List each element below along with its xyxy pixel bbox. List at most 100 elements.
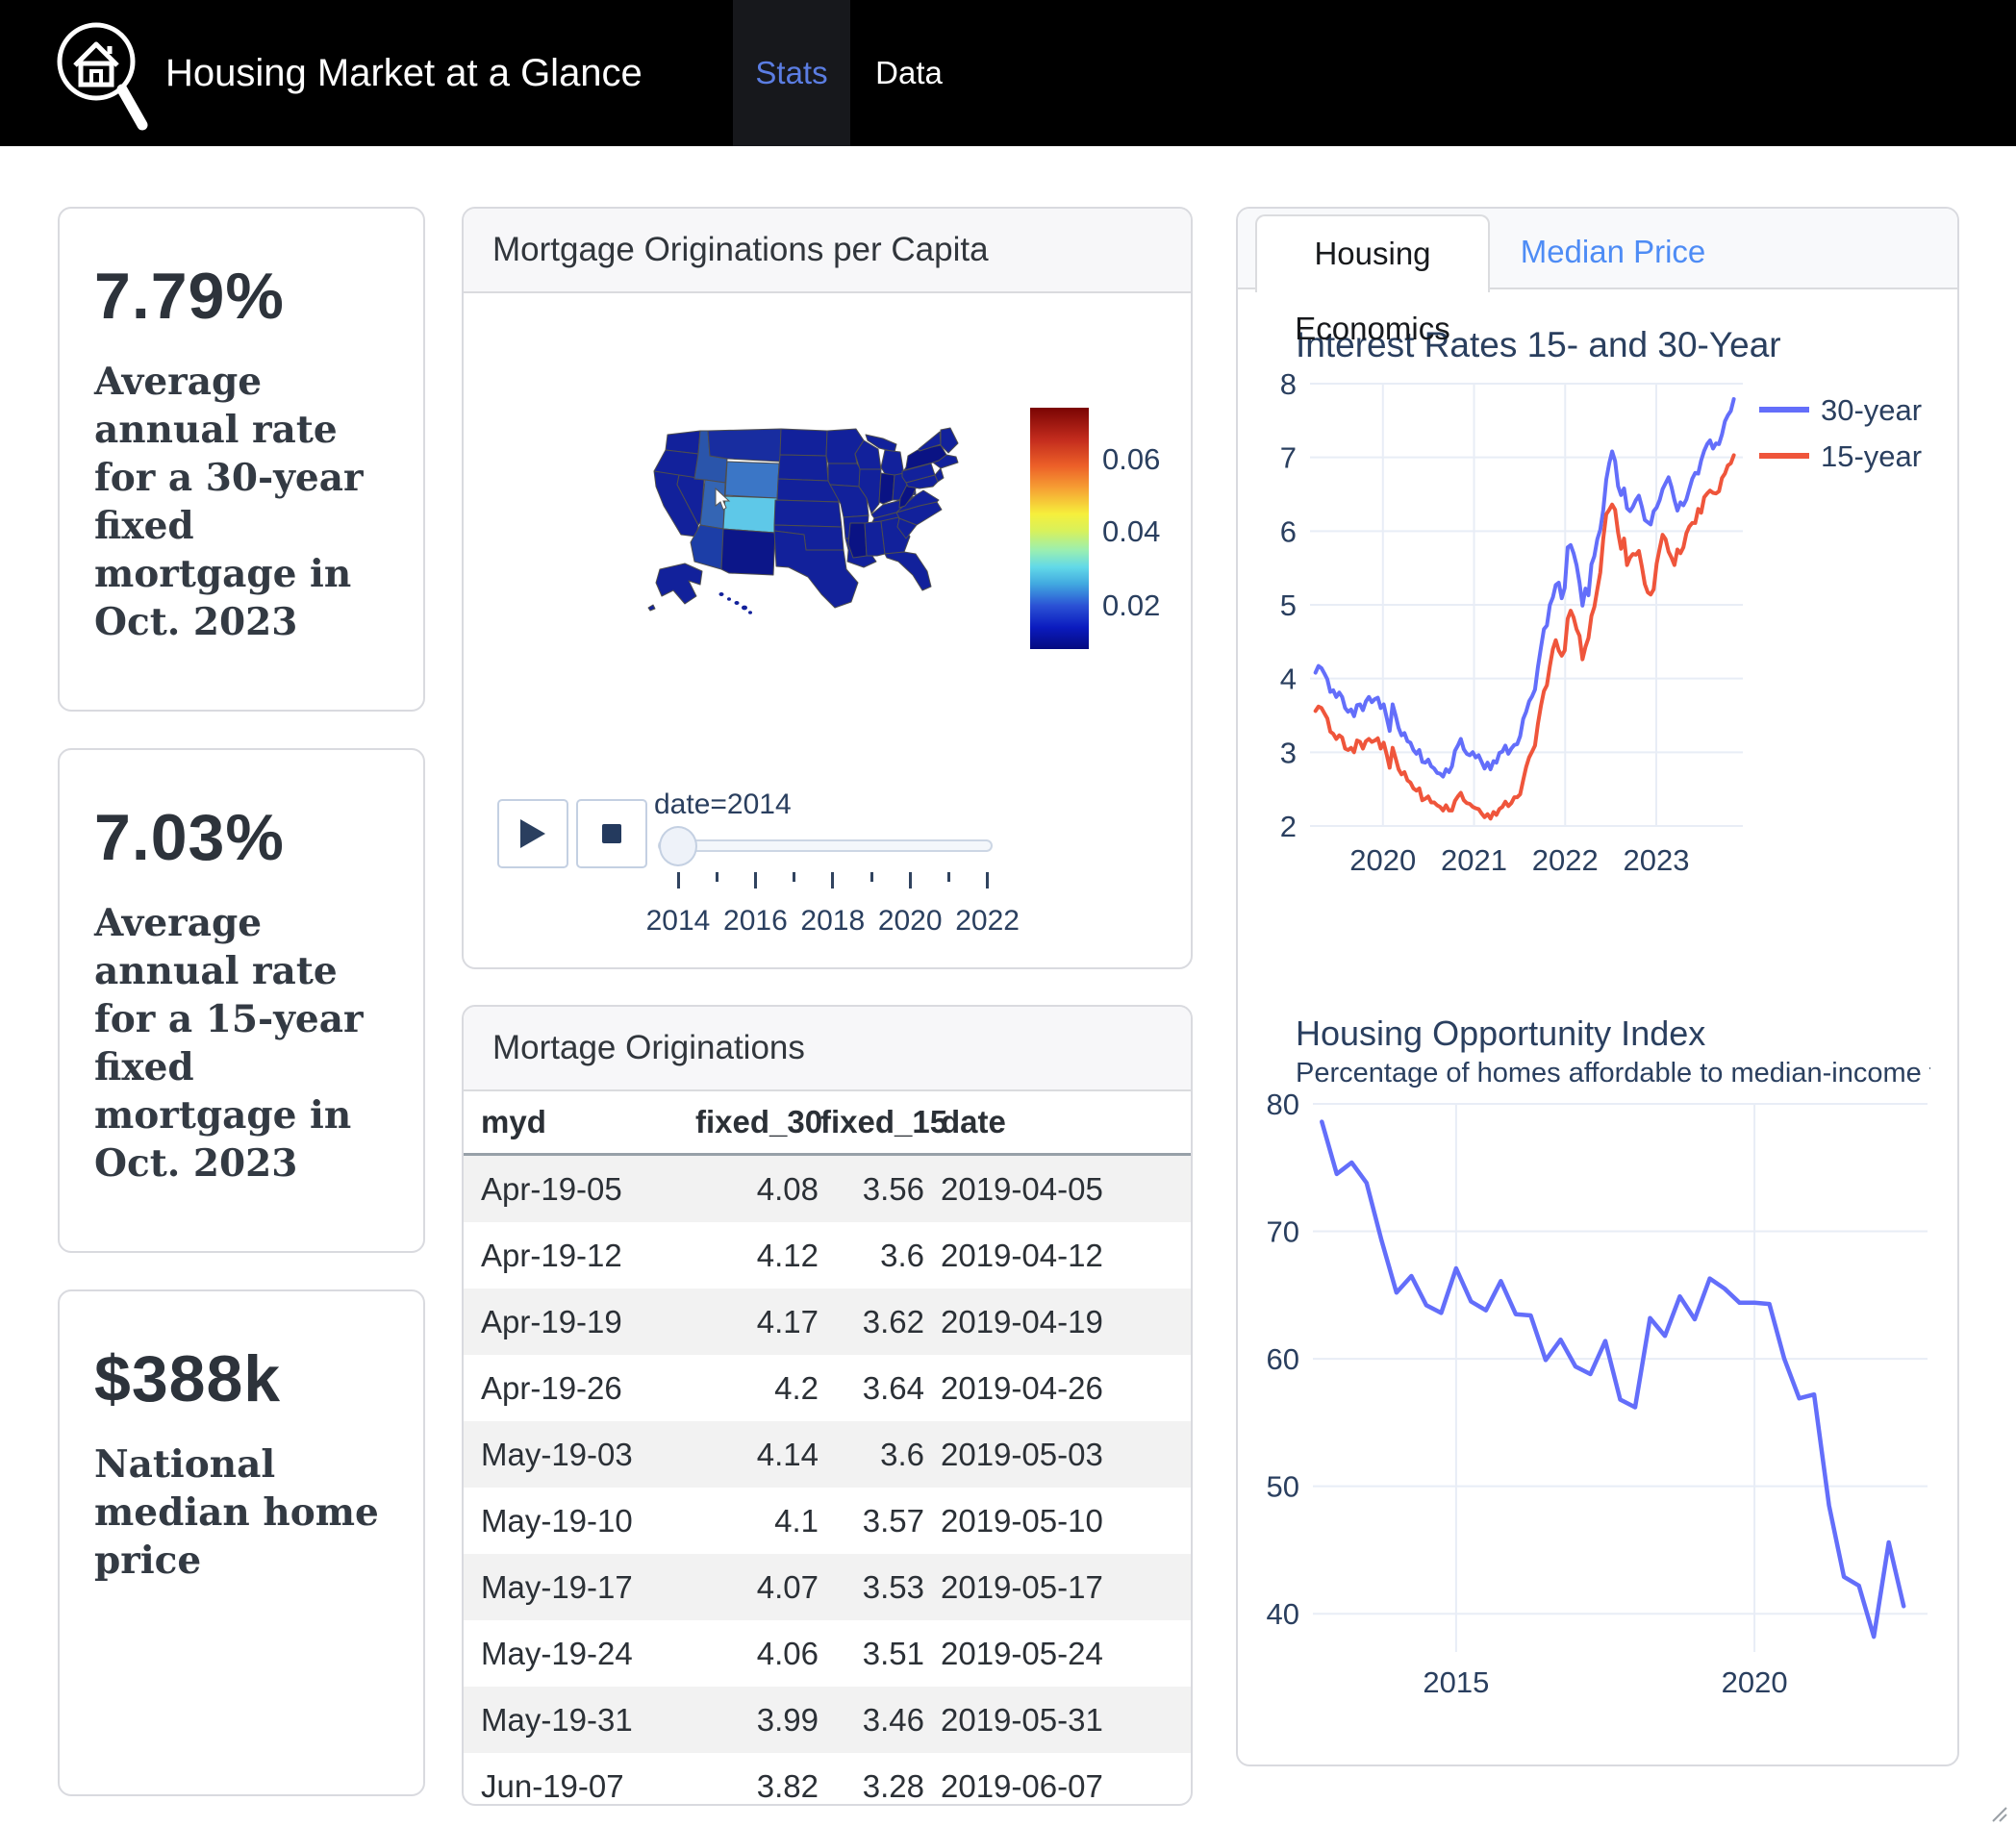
- state-IA: [827, 463, 864, 488]
- stat-card-median-price: $388k National median home price: [58, 1289, 425, 1796]
- svg-text:3: 3: [1280, 736, 1297, 769]
- navbar: Housing Market at a Glance Stats Data: [0, 0, 2016, 146]
- svg-text:2020: 2020: [1349, 843, 1416, 877]
- table-row: Apr-19-26 4.2 3.64 2019-04-26: [481, 1369, 1103, 1406]
- stop-icon: [602, 824, 621, 843]
- slider-tick: [946, 872, 950, 882]
- svg-text:2022: 2022: [1532, 843, 1599, 877]
- state-VA: [895, 489, 940, 513]
- slider-ticks: 2014 2016 2018 2020 2022: [646, 872, 1020, 949]
- stat-description: National median home price: [94, 1442, 379, 1583]
- slider-tick: [986, 872, 990, 888]
- slider-tick: [908, 872, 912, 888]
- interest-rates-chart[interactable]: 2020 2021 2022 2023 2 3 4 5 6 7 8 30-year 15-year: [1267, 369, 1950, 908]
- state-ND: [779, 428, 828, 457]
- state-NH: [918, 431, 942, 452]
- state-HI: [734, 601, 740, 605]
- svg-text:2: 2: [1280, 810, 1297, 843]
- stat-card-15yr: 7.03% Average annual rate for a 15-year …: [58, 748, 425, 1253]
- hoi-chart-subtitle: Percentage of homes affordable to median…: [1296, 1058, 1930, 1089]
- state-IN: [878, 472, 895, 505]
- state-FL: [884, 551, 932, 591]
- table-header-row: myd fixed_30 fixed_15 date: [464, 1091, 1191, 1156]
- table-row: Apr-19-12 4.12 3.6 2019-04-12: [481, 1237, 1103, 1273]
- slider-tick: [869, 872, 873, 882]
- svg-text:2020: 2020: [1722, 1665, 1788, 1699]
- stat-description: Average annual rate for a 30-year fixed …: [94, 360, 364, 644]
- right-panel: Housing Economics Median Price Interest …: [1236, 207, 1959, 1766]
- table-row: May-19-31 3.99 3.46 2019-05-31: [464, 1687, 1191, 1753]
- slider-tick-label: 2016: [723, 905, 788, 937]
- colorbar: [1030, 408, 1089, 649]
- svg-text:80: 80: [1267, 1088, 1299, 1121]
- slider-label: date=2014: [654, 788, 792, 820]
- state-AK: [647, 604, 656, 612]
- state-MI: [880, 449, 905, 478]
- column-header: date: [925, 1091, 1191, 1156]
- state-MS: [847, 522, 868, 559]
- svg-text:4: 4: [1280, 663, 1297, 696]
- nav-tab-stats[interactable]: Stats: [733, 0, 850, 146]
- svg-text:70: 70: [1267, 1215, 1299, 1249]
- state-NM: [720, 528, 776, 576]
- slider-tick: [831, 872, 835, 888]
- slider-tick: [676, 872, 680, 888]
- svg-text:60: 60: [1267, 1342, 1299, 1376]
- state-MT: [707, 428, 782, 463]
- hoi-chart-title: Housing Opportunity Index: [1296, 1014, 1706, 1053]
- svg-text:2015: 2015: [1423, 1665, 1489, 1699]
- slider-handle[interactable]: [659, 826, 697, 866]
- slider-tick-label: 2018: [800, 905, 866, 937]
- stat-value: 7.03%: [94, 801, 285, 874]
- map-card: Mortgage Originations per Capita: [462, 207, 1193, 969]
- state-IL: [858, 468, 882, 514]
- state-MD: [905, 474, 939, 489]
- stop-button[interactable]: [576, 799, 647, 868]
- svg-text:30-year: 30-year: [1821, 393, 1922, 427]
- stat-card-30yr: 7.79% Average annual rate for a 30-year …: [58, 207, 425, 712]
- table-row: May-19-24 4.06 3.51 2019-05-24: [481, 1635, 1103, 1671]
- table-card: Mortage Originations myd fixed_30 fixed_15…: [462, 1005, 1193, 1806]
- state-AK: [655, 563, 703, 605]
- tab-median-price[interactable]: Median Price: [1520, 234, 1706, 269]
- mouse-cursor: [715, 488, 731, 511]
- us-choropleth-map[interactable]: [644, 423, 971, 644]
- stat-value: $388k: [94, 1342, 282, 1415]
- play-button[interactable]: [497, 799, 568, 868]
- slider-track[interactable]: [658, 839, 993, 852]
- slider-tick-label: 2020: [877, 905, 943, 937]
- table-row: Apr-19-19 4.17 3.62 2019-04-19: [464, 1289, 1191, 1355]
- stat-value: 7.79%: [94, 260, 285, 333]
- rates-table: myd fixed_30 fixed_15 date Apr-19-05 4.08 3.5…: [464, 1091, 1191, 1804]
- table-row: Apr-19-05 4.08 3.56 2019-04-05: [464, 1154, 1191, 1222]
- housing-opportunity-chart[interactable]: 2015 2020 40 50 60 70 80: [1267, 1087, 1950, 1721]
- slider-tick-label: 2022: [955, 905, 1020, 937]
- colorbar-tick: 0.02: [1102, 588, 1161, 622]
- state-HI: [718, 592, 724, 596]
- state-MA: [932, 454, 959, 469]
- column-header: fixed_15: [819, 1091, 947, 1156]
- stat-description: Average annual rate for a 15-year fixed …: [94, 901, 364, 1186]
- state-SD: [777, 454, 829, 482]
- slider-tick: [753, 872, 757, 888]
- colorbar-tick: 0.06: [1102, 442, 1161, 476]
- house-search-logo-icon: [57, 22, 148, 131]
- play-icon: [520, 819, 545, 848]
- tab-housing-economics[interactable]: Housing Economics: [1255, 214, 1490, 346]
- state-HI: [727, 597, 731, 601]
- resize-grip-icon[interactable]: [1987, 1802, 2008, 1823]
- slider-tick-label: 2014: [645, 905, 711, 937]
- slider-tick: [793, 872, 796, 882]
- table-card-title: Mortage Originations: [492, 1029, 805, 1066]
- nav-tab-data[interactable]: Data: [875, 55, 943, 90]
- svg-text:7: 7: [1280, 441, 1297, 475]
- column-header: myd: [464, 1091, 694, 1156]
- svg-text:2023: 2023: [1624, 843, 1690, 877]
- svg-text:2021: 2021: [1441, 843, 1507, 877]
- state-HI: [742, 605, 747, 611]
- table-row: May-19-03 4.14 3.6 2019-05-03: [464, 1421, 1191, 1488]
- svg-text:15-year: 15-year: [1821, 439, 1922, 473]
- rates-chart-title: Interest Rates 15- and 30-Year: [1296, 325, 1781, 364]
- colorbar-tick: 0.04: [1102, 514, 1161, 548]
